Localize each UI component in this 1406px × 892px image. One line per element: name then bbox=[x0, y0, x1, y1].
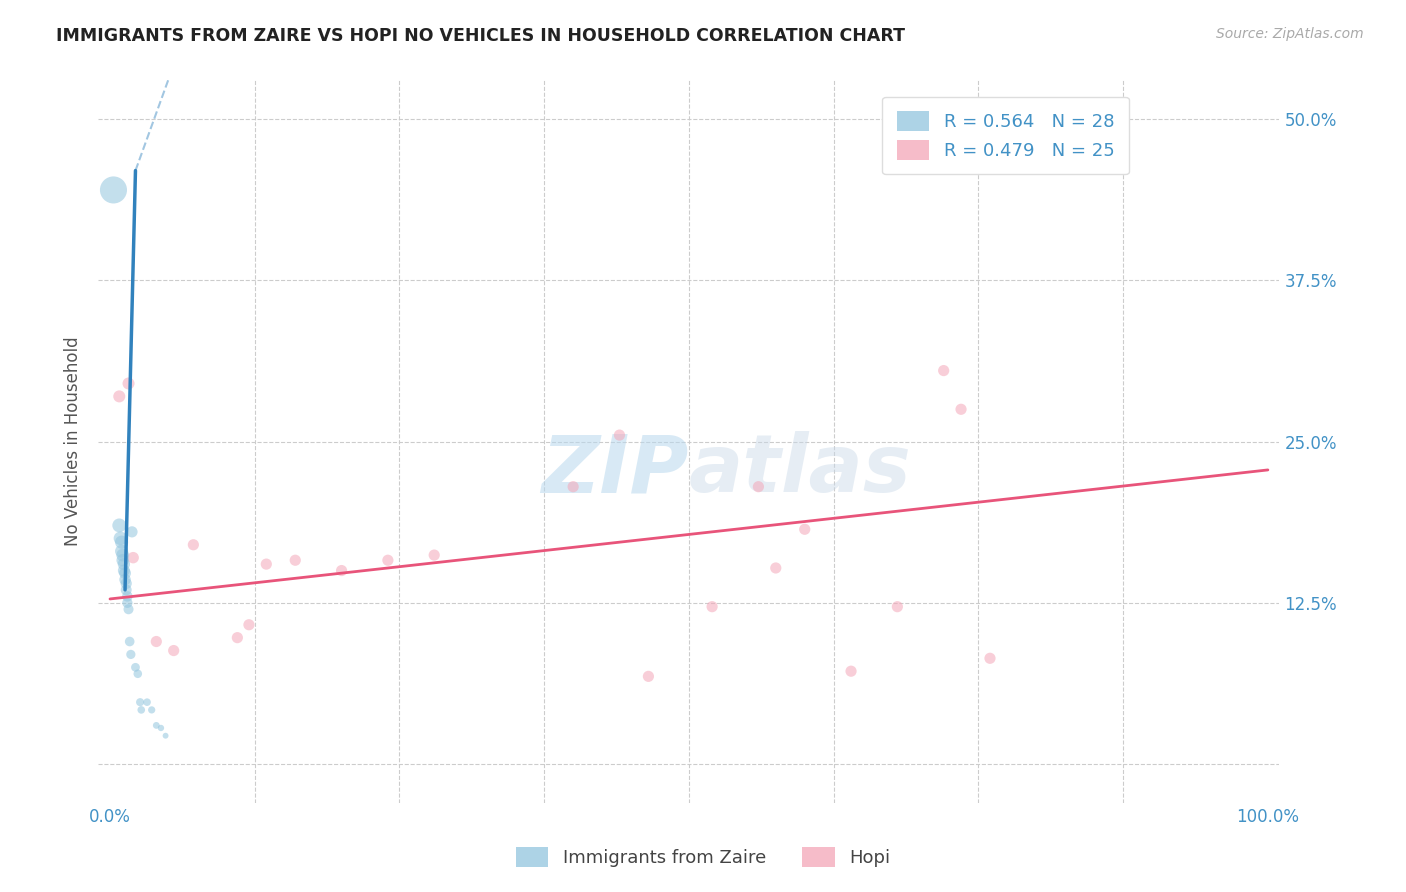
Point bbox=[183, 538, 205, 552]
Point bbox=[284, 553, 307, 567]
Point bbox=[226, 631, 249, 645]
Point bbox=[129, 703, 152, 717]
Point bbox=[163, 643, 186, 657]
Point bbox=[136, 695, 159, 709]
Point bbox=[103, 183, 125, 197]
Point bbox=[108, 389, 131, 403]
Point bbox=[127, 666, 149, 681]
Point bbox=[609, 428, 631, 442]
Point bbox=[377, 553, 399, 567]
Text: atlas: atlas bbox=[689, 432, 911, 509]
Point bbox=[129, 695, 152, 709]
Point bbox=[117, 596, 139, 610]
Point bbox=[118, 634, 141, 648]
Legend: R = 0.564   N = 28, R = 0.479   N = 25: R = 0.564 N = 28, R = 0.479 N = 25 bbox=[882, 96, 1129, 174]
Point bbox=[111, 548, 134, 562]
Point bbox=[238, 617, 260, 632]
Point bbox=[423, 548, 446, 562]
Point bbox=[121, 524, 143, 539]
Point bbox=[120, 648, 142, 662]
Point bbox=[110, 544, 132, 558]
Point bbox=[124, 660, 146, 674]
Point bbox=[747, 480, 769, 494]
Point bbox=[149, 721, 172, 735]
Point bbox=[155, 729, 177, 743]
Point bbox=[108, 518, 131, 533]
Point bbox=[700, 599, 723, 614]
Point bbox=[112, 557, 135, 571]
Point bbox=[839, 664, 862, 678]
Point bbox=[932, 363, 955, 377]
Point bbox=[117, 376, 139, 391]
Legend: Immigrants from Zaire, Hopi: Immigrants from Zaire, Hopi bbox=[509, 839, 897, 874]
Point bbox=[145, 718, 167, 732]
Text: Source: ZipAtlas.com: Source: ZipAtlas.com bbox=[1216, 27, 1364, 41]
Point bbox=[330, 564, 353, 578]
Point bbox=[115, 582, 138, 597]
Point bbox=[793, 522, 815, 536]
Point bbox=[950, 402, 973, 417]
Point bbox=[114, 573, 136, 587]
Point bbox=[562, 480, 585, 494]
Point bbox=[979, 651, 1001, 665]
Point bbox=[117, 602, 139, 616]
Text: IMMIGRANTS FROM ZAIRE VS HOPI NO VEHICLES IN HOUSEHOLD CORRELATION CHART: IMMIGRANTS FROM ZAIRE VS HOPI NO VEHICLE… bbox=[56, 27, 905, 45]
Point bbox=[254, 557, 277, 571]
Text: ZIP: ZIP bbox=[541, 432, 689, 509]
Point bbox=[122, 550, 145, 565]
Point bbox=[110, 531, 132, 545]
Point bbox=[141, 703, 163, 717]
Point bbox=[765, 561, 787, 575]
Point bbox=[114, 566, 136, 581]
Point bbox=[110, 535, 132, 549]
Point bbox=[117, 590, 139, 604]
Point bbox=[145, 634, 167, 648]
Point bbox=[112, 564, 135, 578]
Y-axis label: No Vehicles in Household: No Vehicles in Household bbox=[63, 336, 82, 547]
Point bbox=[637, 669, 659, 683]
Point bbox=[115, 576, 138, 591]
Point bbox=[886, 599, 908, 614]
Point bbox=[111, 553, 134, 567]
